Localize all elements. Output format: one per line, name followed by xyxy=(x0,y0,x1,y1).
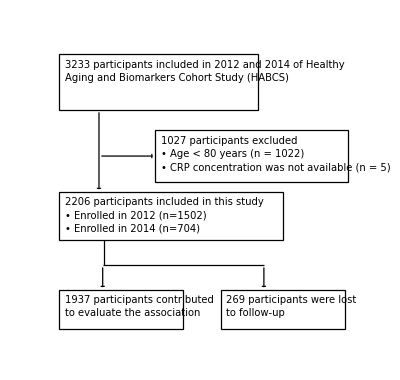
Text: 1027 participants excluded
• Age < 80 years (n = 1022)
• CRP concentration was n: 1027 participants excluded • Age < 80 ye… xyxy=(161,136,391,172)
FancyBboxPatch shape xyxy=(59,54,258,110)
FancyBboxPatch shape xyxy=(59,290,183,329)
Text: 1937 participants contributed
to evaluate the association: 1937 participants contributed to evaluat… xyxy=(65,295,214,318)
Text: 269 participants were lost
to follow-up: 269 participants were lost to follow-up xyxy=(226,295,356,318)
Text: 3233 participants included in 2012 and 2014 of Healthy
Aging and Biomarkers Coho: 3233 participants included in 2012 and 2… xyxy=(65,60,344,83)
FancyBboxPatch shape xyxy=(59,192,282,240)
Text: 2206 participants included in this study
• Enrolled in 2012 (n=1502)
• Enrolled : 2206 participants included in this study… xyxy=(65,197,264,234)
FancyBboxPatch shape xyxy=(220,290,344,329)
FancyBboxPatch shape xyxy=(155,130,348,182)
